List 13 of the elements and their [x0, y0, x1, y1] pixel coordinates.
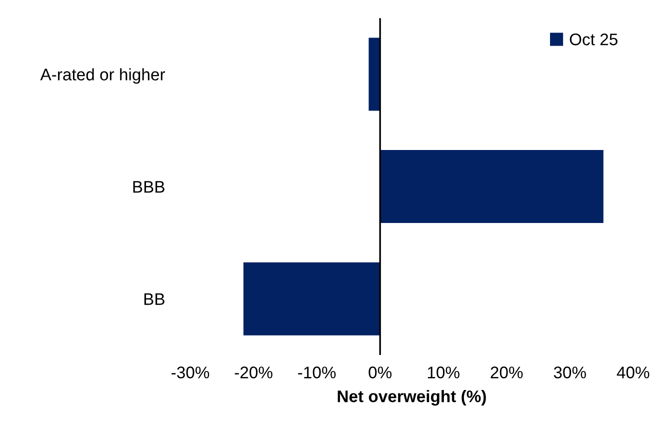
y-tick-label: BB [144, 293, 164, 305]
x-tick-label: 30% [554, 366, 586, 378]
y-tick-label: BBB [133, 181, 164, 193]
x-tick-label: -10% [298, 366, 336, 378]
x-axis-title: Net overweight (%) [338, 390, 486, 406]
x-tick-label: 40% [616, 366, 650, 378]
x-tick-label: -30% [172, 366, 210, 378]
x-tick-label: 0% [368, 366, 392, 378]
y-tick-label: A-rated or higher [40, 68, 166, 84]
x-tick-label: 20% [490, 366, 523, 378]
x-tick-label: -20% [234, 366, 272, 378]
legend-label: Oct 25 [570, 34, 618, 46]
x-tick-label: 10% [428, 366, 460, 378]
